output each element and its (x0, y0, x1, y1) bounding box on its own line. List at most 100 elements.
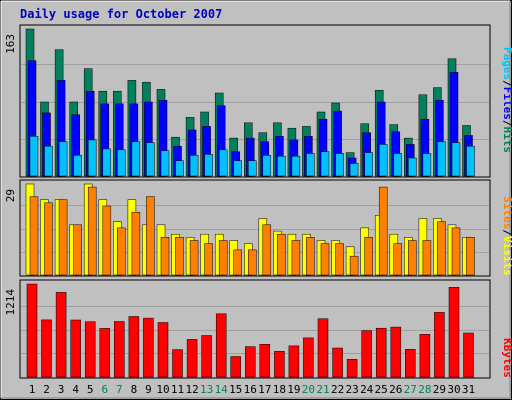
legend-pages: Pages (501, 47, 512, 80)
pages-bar (175, 160, 184, 177)
kbytes-bar (201, 335, 212, 378)
kbytes-bar (434, 312, 445, 378)
sites-bar (73, 224, 82, 276)
kbytes-bar (230, 356, 241, 378)
sites-bar (335, 243, 344, 276)
pages-bar (335, 153, 344, 177)
x-tick-label: 8 (131, 383, 138, 396)
x-tick-label: 13 (200, 383, 213, 396)
kbytes-bar (332, 347, 343, 378)
kbytes-bar (99, 328, 111, 378)
x-tick-label: 12 (185, 383, 198, 396)
pages-bar (189, 155, 199, 177)
pages-bar (320, 151, 330, 177)
kbytes-bar (26, 283, 38, 378)
x-tick-label: 14 (215, 383, 229, 396)
svg-text:Sites/Visits: Sites/Visits (501, 196, 512, 276)
sites-bar (320, 243, 330, 276)
kbytes-bar (448, 287, 460, 378)
x-tick-label: 6 (101, 383, 108, 396)
sites-bar (102, 205, 112, 276)
kbytes-bar (419, 334, 431, 378)
pages-bar (306, 153, 315, 177)
x-tick-label: 1 (29, 383, 36, 396)
kbytes-bar (405, 349, 416, 378)
kbytes-bar (288, 345, 300, 378)
kbytes-panel: 1214 (4, 279, 491, 379)
kbytes-bar (128, 316, 140, 378)
sites-bar (117, 227, 126, 276)
sites-bar (189, 240, 199, 276)
pages-bar (277, 155, 286, 177)
chart-title: Daily usage for October 2007 (20, 7, 222, 21)
x-tick-label: 20 (302, 383, 315, 396)
pages-bar (102, 148, 112, 177)
sites-bar (131, 211, 141, 276)
sites-bar (87, 186, 97, 276)
legend-kbytes-text: KBytes (501, 338, 512, 378)
kbytes-bar (215, 313, 227, 378)
x-tick-label: 10 (156, 383, 169, 396)
pages-bar (422, 153, 432, 177)
x-tick-label: 2 (43, 383, 50, 396)
pages-bar (204, 154, 213, 177)
kbytes-bar (55, 292, 67, 378)
sites-bar (44, 202, 53, 276)
kbytes-bar (245, 346, 256, 378)
sites-bar (437, 221, 446, 276)
x-tick-label: 7 (116, 383, 123, 396)
x-tick-label: 24 (360, 383, 374, 396)
visits-sites-panel: 29 (4, 179, 491, 277)
kbytes-bar (186, 339, 198, 378)
legend-hits-files-pages: Pages/Files/Hits (501, 47, 512, 153)
x-tick-label: 16 (244, 383, 257, 396)
x-tick-label: 3 (58, 383, 65, 396)
svg-text:Pages/Files/Hits: Pages/Files/Hits (501, 47, 512, 153)
legend-sites-visits: Sites/Visits (501, 196, 512, 276)
x-tick-label: 23 (345, 383, 358, 396)
legend-hits: Hits (501, 127, 512, 154)
pages-bar (117, 149, 126, 177)
kbytes-bar (361, 330, 372, 378)
sites-bar (58, 199, 68, 276)
sites-bar (451, 227, 461, 276)
pages-bar (44, 145, 53, 177)
pages-bar (29, 136, 39, 177)
pages-bar (248, 160, 257, 177)
kbytes-bar (41, 319, 52, 378)
x-tick-label: 28 (418, 383, 431, 396)
kbytes-y-tick: 1214 (4, 289, 17, 316)
sites-bar (466, 237, 475, 276)
sites-bar (204, 243, 213, 276)
x-tick-label: 25 (375, 383, 388, 396)
legend-kbytes: KBytes (501, 338, 512, 378)
legend-sites: Sites (501, 196, 512, 229)
kbytes-bar (463, 332, 474, 378)
x-tick-label: 17 (258, 383, 271, 396)
pages-bar (349, 163, 359, 177)
pages-bar (291, 155, 301, 177)
kbytes-bar (390, 326, 402, 378)
sites-bar (262, 224, 272, 276)
pages-bar (378, 144, 388, 177)
sites-bar (146, 196, 155, 276)
pages-bar (364, 152, 373, 177)
sites-bar (248, 249, 257, 276)
sites-bar (175, 237, 184, 276)
legend-files: Files (501, 87, 512, 120)
kbytes-bar (143, 317, 154, 378)
pages-bar (58, 141, 68, 177)
x-tick-label: 9 (145, 383, 152, 396)
x-tick-label: 26 (389, 383, 402, 396)
x-tick-label: 18 (273, 383, 286, 396)
kbytes-bar (114, 321, 125, 378)
kbytes-bar (303, 337, 314, 378)
x-tick-label: 31 (462, 383, 475, 396)
pages-bar (393, 153, 403, 177)
hits-y-tick: 163 (4, 34, 17, 54)
pages-bar (131, 141, 141, 177)
kbytes-bar (346, 359, 358, 378)
kbytes-bar (317, 318, 329, 378)
